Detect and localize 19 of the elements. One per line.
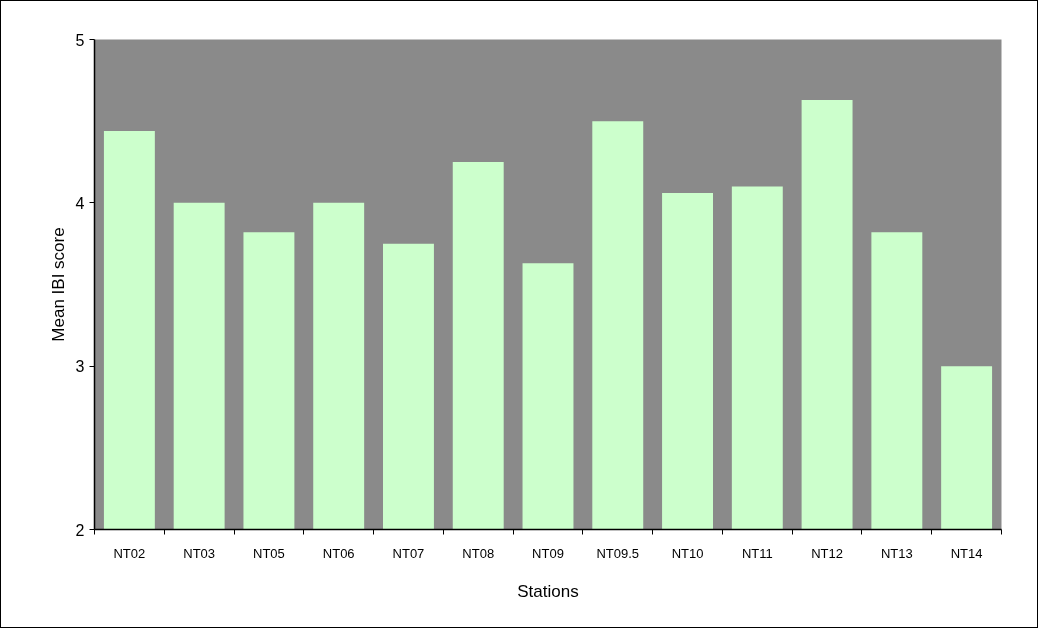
x-tick-label: NT11	[741, 545, 773, 561]
x-tick-label: NT05	[253, 545, 285, 561]
x-tick-label: NT06	[322, 545, 355, 561]
x-tick-label: NT14	[950, 545, 983, 561]
x-tick-label: NT08	[462, 545, 495, 561]
x-tick-label: NT09.5	[596, 545, 640, 561]
y-axis-title: Mean IBI score	[48, 227, 68, 342]
y-tick-label: 3	[75, 358, 85, 376]
y-tick-label: 2	[75, 521, 85, 539]
y-tick-label: 4	[75, 194, 85, 212]
x-tick-label: NT10	[671, 545, 704, 561]
x-tick-label: NT13	[880, 545, 913, 561]
y-tick-label: 5	[75, 31, 85, 49]
x-tick-label: NT07	[392, 545, 425, 561]
x-tick-label: NT02	[113, 545, 146, 561]
x-tick-label: NT09	[532, 545, 564, 561]
x-tick-label: NT03	[183, 545, 216, 561]
x-axis-title: Stations	[517, 581, 579, 601]
x-tick-label: NT12	[811, 545, 843, 561]
